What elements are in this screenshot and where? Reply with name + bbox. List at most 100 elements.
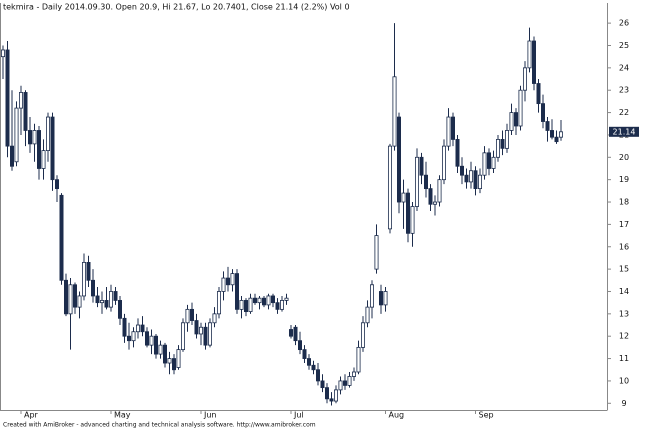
candle-body bbox=[64, 279, 69, 315]
x-tick-label: Aug bbox=[389, 411, 405, 420]
candle-body bbox=[532, 40, 537, 84]
candle-body bbox=[221, 277, 226, 292]
candle-body bbox=[167, 358, 172, 364]
candle-body bbox=[356, 346, 361, 373]
y-tick-label: 25 bbox=[619, 41, 629, 50]
candle-body bbox=[140, 324, 145, 333]
candle-body bbox=[365, 306, 370, 324]
candle-body bbox=[207, 322, 212, 346]
y-tick-label: 9 bbox=[621, 399, 626, 408]
candle-body bbox=[14, 107, 19, 163]
candle-body bbox=[523, 67, 528, 91]
y-tick-label: 10 bbox=[619, 376, 629, 385]
candle-body bbox=[68, 284, 73, 315]
candle-body bbox=[536, 83, 541, 105]
candle-body bbox=[405, 192, 410, 234]
candle-body bbox=[550, 130, 555, 138]
y-tick-label: 16 bbox=[619, 242, 629, 251]
candle-body bbox=[324, 387, 329, 400]
chart-title: tekmira - Daily 2014.09.30. Open 20.9, H… bbox=[3, 3, 350, 12]
candle-body bbox=[194, 320, 199, 335]
candle-body bbox=[46, 116, 51, 151]
candle-body bbox=[306, 358, 311, 366]
candle-body bbox=[410, 206, 415, 234]
y-tick-label: 18 bbox=[619, 198, 629, 207]
candle-body bbox=[360, 322, 365, 348]
candle-body bbox=[428, 188, 433, 205]
candle-body bbox=[545, 121, 550, 131]
candle-body bbox=[482, 152, 487, 176]
candle-body bbox=[266, 295, 271, 306]
y-tick-label: 24 bbox=[619, 63, 629, 72]
candle-body bbox=[230, 273, 235, 286]
y-tick-label: 20 bbox=[619, 153, 629, 162]
candle-body bbox=[477, 174, 482, 190]
candle-body bbox=[459, 165, 464, 176]
candle-body bbox=[514, 112, 519, 127]
candle-body bbox=[383, 291, 388, 306]
candle-body bbox=[5, 49, 10, 147]
x-tick-label: Apr bbox=[24, 411, 39, 420]
candle-body bbox=[284, 297, 289, 301]
candle-body bbox=[320, 380, 325, 389]
candle-body bbox=[491, 156, 496, 169]
candle-body bbox=[302, 349, 307, 359]
candle-body bbox=[135, 324, 140, 333]
candle-body bbox=[311, 364, 316, 371]
candle-body bbox=[401, 192, 406, 203]
candle-body bbox=[225, 277, 230, 286]
candle-body bbox=[127, 335, 132, 342]
y-tick-label: 13 bbox=[619, 309, 629, 318]
candle-body bbox=[288, 329, 293, 337]
candle-body bbox=[95, 295, 100, 304]
candle-body bbox=[342, 380, 347, 386]
candle-body bbox=[18, 92, 23, 109]
y-tick-label: 22 bbox=[619, 108, 629, 117]
candle-body bbox=[216, 291, 221, 315]
candle-body bbox=[77, 295, 82, 308]
candle-body bbox=[270, 295, 275, 304]
last-price-box bbox=[609, 126, 639, 137]
candle-body bbox=[50, 116, 55, 181]
candle-body bbox=[109, 291, 114, 308]
candle-body bbox=[261, 297, 266, 306]
y-tick-label: 26 bbox=[619, 19, 629, 28]
candle-body bbox=[509, 112, 514, 131]
candle-body bbox=[333, 389, 338, 402]
candle-body bbox=[212, 313, 217, 324]
candle-body bbox=[149, 335, 154, 346]
candle-body bbox=[518, 89, 523, 127]
y-tick-label: 19 bbox=[619, 175, 629, 184]
y-tick-label: 12 bbox=[619, 332, 629, 341]
candle-body bbox=[257, 297, 262, 304]
candle-body bbox=[559, 131, 564, 138]
candle-body bbox=[446, 116, 451, 147]
candle-body bbox=[541, 103, 546, 122]
candle-body bbox=[100, 300, 105, 304]
candle-body bbox=[329, 398, 334, 402]
candle-body bbox=[185, 308, 190, 324]
candle-body bbox=[468, 170, 473, 183]
last-price-label: 21.14 bbox=[613, 127, 636, 136]
candle-body bbox=[297, 340, 302, 351]
candle-body bbox=[189, 308, 194, 321]
candle-body bbox=[275, 302, 280, 310]
candle-body bbox=[162, 344, 167, 364]
y-tick-label: 11 bbox=[619, 354, 629, 363]
candle-body bbox=[414, 156, 419, 207]
candle-body bbox=[486, 152, 491, 169]
candle-body bbox=[55, 179, 60, 190]
candle-body bbox=[9, 145, 14, 167]
candle-body bbox=[203, 326, 208, 346]
candle-body bbox=[279, 300, 284, 310]
candle-body bbox=[153, 335, 158, 355]
candle-body bbox=[455, 139, 460, 167]
candle-body bbox=[432, 201, 437, 205]
candle-body bbox=[500, 139, 505, 149]
candle-body bbox=[378, 291, 383, 306]
candle-body bbox=[91, 279, 96, 297]
candle-body bbox=[423, 174, 428, 190]
footer: Created with AmiBroker - advanced charti… bbox=[3, 422, 316, 429]
candle-body bbox=[450, 116, 455, 140]
